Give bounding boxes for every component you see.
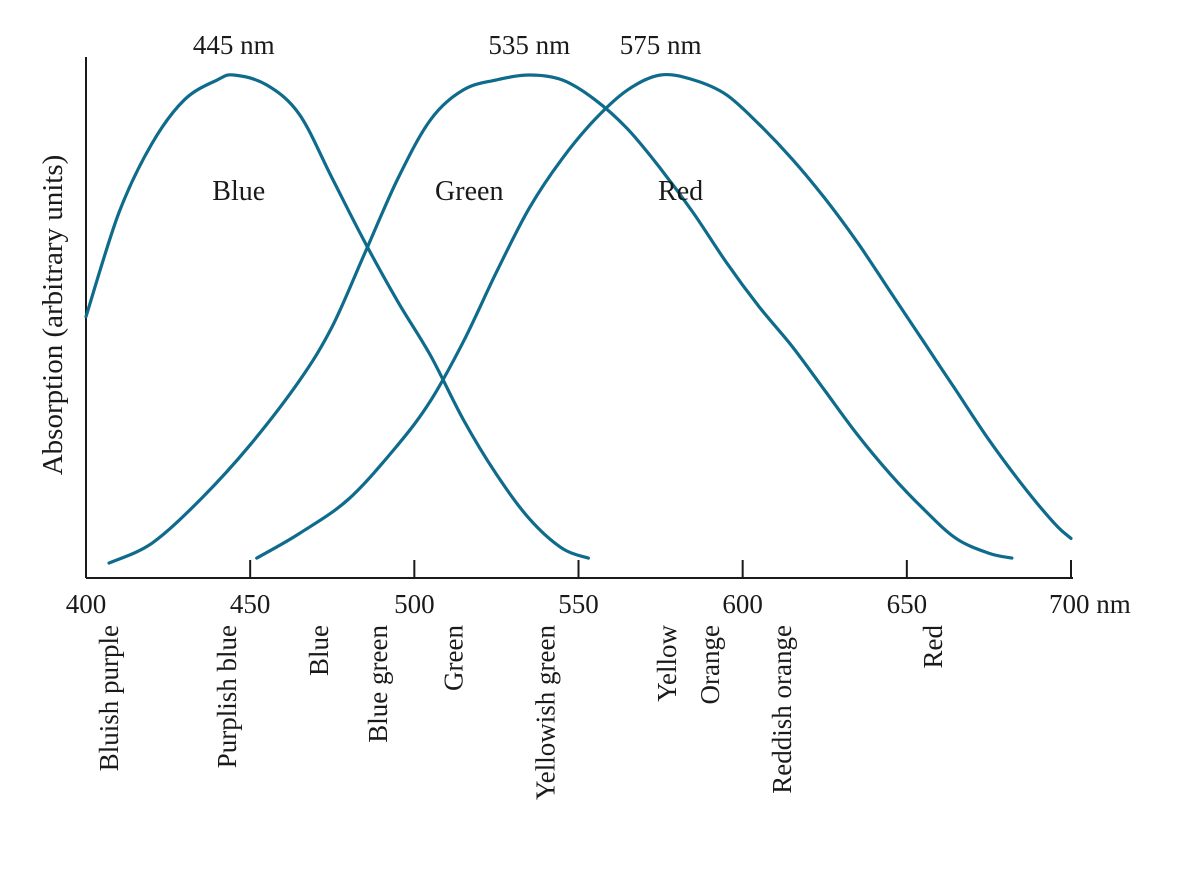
x-tick-label-700: 700 nm <box>1049 589 1131 619</box>
x-tick-label-650: 650 <box>887 589 928 619</box>
x-tick-label-550: 550 <box>558 589 599 619</box>
color-name-yellow: Yellow <box>652 624 682 701</box>
blue-curve-label: Blue <box>212 176 265 207</box>
red-curve-label: Red <box>658 176 703 207</box>
x-tick-label-450: 450 <box>230 589 271 619</box>
x-axis-ticks: 400 450 500 550 600 650 700 nm <box>66 560 1131 619</box>
green-curve-label: Green <box>435 176 503 207</box>
curve-labels: Blue Green Red <box>212 176 703 207</box>
color-name-bluish-purple: Bluish purple <box>94 625 124 771</box>
x-tick-label-600: 600 <box>722 589 763 619</box>
spectral-color-names: Bluish purple Purplish blue Blue Blue green… <box>94 624 948 800</box>
color-name-yellowish-green: Yellowish green <box>531 625 561 800</box>
x-tick-label-500: 500 <box>394 589 435 619</box>
peak-labels: 445 nm 535 nm 575 nm <box>193 30 702 60</box>
absorption-curves <box>84 73 1073 565</box>
color-name-purplish-blue: Purplish blue <box>212 625 242 768</box>
color-name-blue-green: Blue green <box>363 625 393 743</box>
y-axis-title: Absorption (arbitrary units) <box>37 155 69 476</box>
blue-peak-label: 445 nm <box>193 30 275 60</box>
blue-absorption-curve <box>84 73 590 560</box>
color-name-reddish-orange: Reddish orange <box>767 625 797 794</box>
color-name-orange: Orange <box>695 625 725 704</box>
green-peak-label: 535 nm <box>488 30 570 60</box>
green-absorption-curve <box>107 73 1014 565</box>
color-name-blue: Blue <box>304 625 334 676</box>
red-absorption-curve <box>255 73 1073 560</box>
x-tick-label-400: 400 <box>66 589 107 619</box>
color-name-green: Green <box>439 625 469 691</box>
color-name-red: Red <box>918 625 948 669</box>
red-peak-label: 575 nm <box>620 30 702 60</box>
